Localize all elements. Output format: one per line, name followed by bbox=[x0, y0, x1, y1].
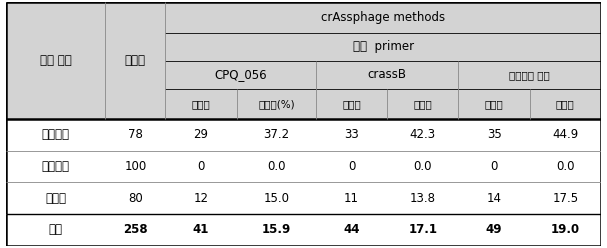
Text: 78: 78 bbox=[128, 128, 143, 141]
Bar bbox=[166, 2, 601, 33]
Text: 11: 11 bbox=[344, 192, 359, 205]
Text: 17.1: 17.1 bbox=[409, 223, 437, 236]
Text: 258: 258 bbox=[123, 223, 148, 236]
Text: 0.0: 0.0 bbox=[556, 160, 575, 173]
Text: 0: 0 bbox=[197, 160, 205, 173]
Text: 검출율: 검출율 bbox=[413, 99, 432, 109]
Text: CPQ_056: CPQ_056 bbox=[214, 68, 267, 81]
Text: 44: 44 bbox=[344, 223, 360, 236]
Text: 44.9: 44.9 bbox=[552, 128, 578, 141]
Bar bbox=[6, 214, 601, 246]
Text: 12: 12 bbox=[194, 192, 209, 205]
Text: 합계: 합계 bbox=[49, 223, 63, 236]
Bar bbox=[6, 2, 105, 119]
Text: 검출수: 검출수 bbox=[485, 99, 503, 109]
Bar bbox=[166, 61, 316, 89]
Bar bbox=[6, 119, 601, 151]
Text: 15.9: 15.9 bbox=[262, 223, 291, 236]
Text: 0: 0 bbox=[490, 160, 498, 173]
Bar bbox=[6, 182, 601, 214]
Bar bbox=[530, 89, 601, 119]
Text: 국외  primer: 국외 primer bbox=[353, 40, 414, 53]
Text: 양성시료 합계: 양성시료 합계 bbox=[509, 70, 550, 80]
Text: 29: 29 bbox=[194, 128, 209, 141]
Text: 지하수: 지하수 bbox=[45, 192, 66, 205]
Text: 검출수: 검출수 bbox=[192, 99, 211, 109]
Text: 동물분변: 동물분변 bbox=[42, 160, 70, 173]
Text: 19.0: 19.0 bbox=[551, 223, 580, 236]
Text: 80: 80 bbox=[128, 192, 143, 205]
Text: 13.8: 13.8 bbox=[410, 192, 436, 205]
Bar bbox=[166, 89, 237, 119]
Bar bbox=[166, 33, 601, 61]
Text: 100: 100 bbox=[124, 160, 146, 173]
Text: 35: 35 bbox=[487, 128, 501, 141]
Bar bbox=[458, 61, 601, 89]
Text: 시료 유형: 시료 유형 bbox=[40, 54, 72, 67]
Text: 시료수: 시료수 bbox=[125, 54, 146, 67]
Bar bbox=[387, 89, 458, 119]
Text: 41: 41 bbox=[193, 223, 209, 236]
Text: 33: 33 bbox=[344, 128, 359, 141]
Bar bbox=[6, 151, 601, 182]
Text: 17.5: 17.5 bbox=[552, 192, 578, 205]
Bar bbox=[316, 89, 387, 119]
Text: crAssphage methods: crAssphage methods bbox=[321, 11, 446, 24]
Text: 0: 0 bbox=[348, 160, 355, 173]
Text: 37.2: 37.2 bbox=[263, 128, 290, 141]
Bar bbox=[458, 89, 530, 119]
Text: 14: 14 bbox=[487, 192, 501, 205]
Text: 42.3: 42.3 bbox=[410, 128, 436, 141]
Text: 15.0: 15.0 bbox=[263, 192, 290, 205]
Text: 49: 49 bbox=[486, 223, 503, 236]
Text: 검출수: 검출수 bbox=[342, 99, 361, 109]
Bar bbox=[237, 89, 316, 119]
Text: 0.0: 0.0 bbox=[413, 160, 432, 173]
Text: 사람분변: 사람분변 bbox=[42, 128, 70, 141]
Text: crassB: crassB bbox=[368, 68, 407, 81]
Bar bbox=[316, 61, 458, 89]
Text: 검출율: 검출율 bbox=[556, 99, 575, 109]
Text: 0.0: 0.0 bbox=[267, 160, 285, 173]
Bar bbox=[105, 2, 166, 119]
Text: 검출율(%): 검출율(%) bbox=[258, 99, 294, 109]
